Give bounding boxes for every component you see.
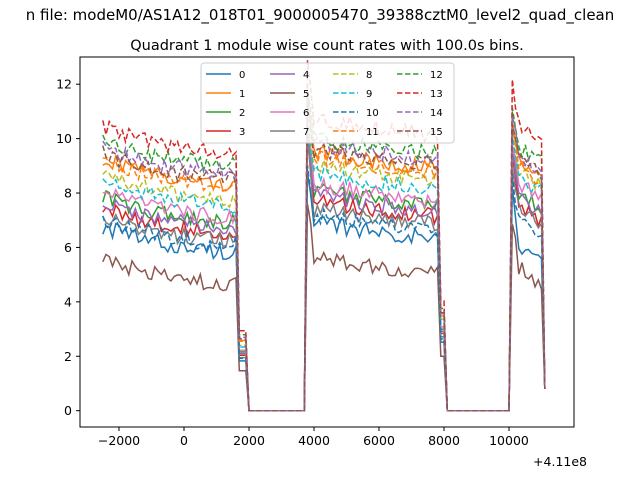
y-tick-label: 6 [64, 240, 72, 255]
legend-label-12: 12 [430, 70, 443, 81]
legend-label-5: 5 [303, 89, 309, 100]
legend-label-13: 13 [430, 89, 443, 100]
legend-label-1: 1 [239, 89, 245, 100]
legend-label-0: 0 [239, 70, 245, 81]
x-tick-label: −2000 [98, 433, 140, 448]
y-tick-label: 12 [56, 77, 72, 92]
series-line-15 [102, 92, 546, 412]
legend-label-15: 15 [430, 127, 443, 138]
legend-label-4: 4 [303, 70, 309, 81]
legend-label-9: 9 [366, 89, 372, 100]
chart-title: Quadrant 1 module wise count rates with … [130, 38, 524, 54]
y-tick-label: 10 [56, 131, 72, 146]
series-line-14 [102, 99, 546, 412]
legend-label-7: 7 [303, 127, 309, 138]
y-tick-label: 0 [64, 403, 72, 418]
y-tick-label: 8 [64, 186, 72, 201]
legend-frame [200, 62, 455, 144]
legend-label-3: 3 [239, 127, 245, 138]
series-line-10 [102, 164, 546, 412]
x-tick-label: 0 [180, 433, 188, 448]
figure-suptitle: n file: modeM0/AS1A12_018T01_9000005470_… [26, 6, 615, 25]
x-offset-label: +4.11e8 [533, 454, 587, 469]
series-line-4 [102, 123, 546, 412]
legend-label-2: 2 [239, 108, 245, 119]
y-tick-label: 2 [64, 349, 72, 364]
x-tick-label: 2000 [233, 433, 265, 448]
legend-label-14: 14 [430, 108, 443, 119]
legend-label-10: 10 [366, 108, 379, 119]
y-tick-label: 4 [64, 294, 72, 309]
x-tick-label: 6000 [363, 433, 395, 448]
legend-label-8: 8 [366, 70, 372, 81]
x-tick-label: 10000 [489, 433, 529, 448]
series-line-1 [102, 105, 546, 412]
legend-label-11: 11 [366, 127, 379, 138]
legend-label-6: 6 [303, 108, 309, 119]
x-tick-label: 8000 [428, 433, 460, 448]
x-tick-label: 4000 [298, 433, 330, 448]
plot-frame [79, 56, 575, 428]
series-line-9 [102, 122, 546, 412]
